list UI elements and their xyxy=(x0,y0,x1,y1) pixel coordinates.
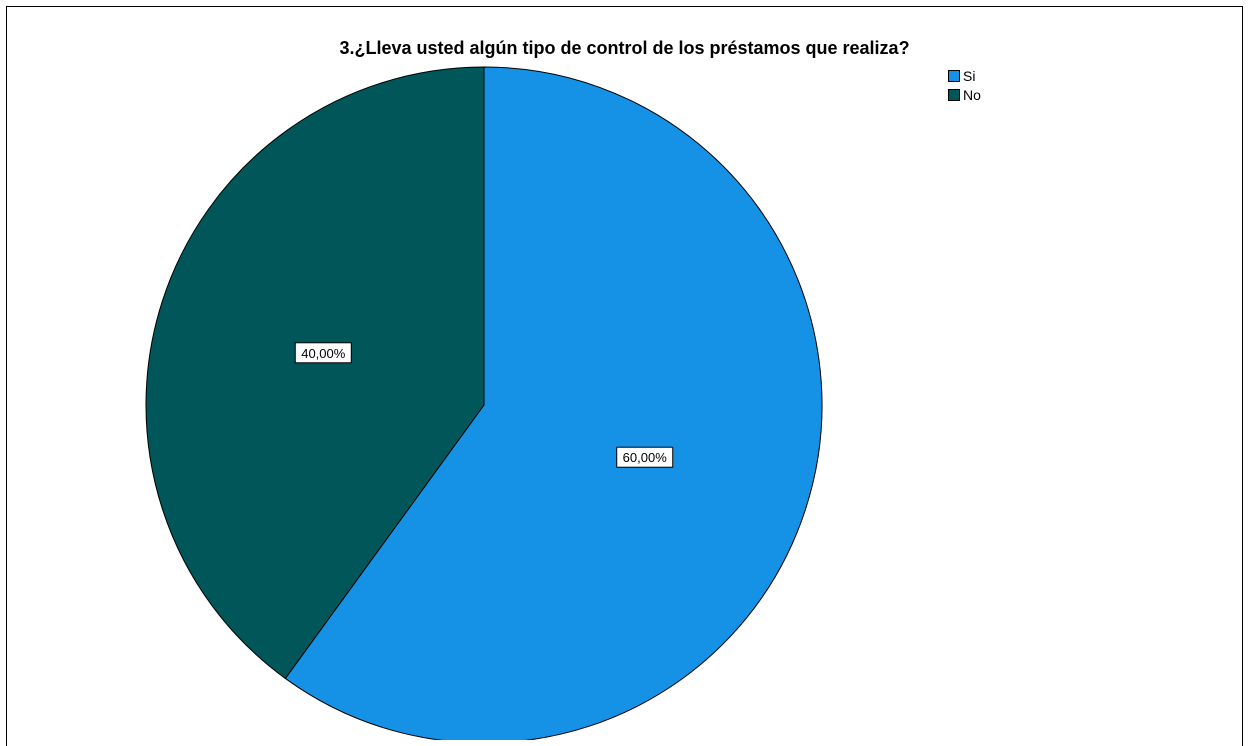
slice-label-si: 60,00% xyxy=(616,446,674,468)
slice-label-no: 40,00% xyxy=(294,342,352,364)
legend-item-no: No xyxy=(948,85,981,104)
legend-swatch-si xyxy=(948,69,960,82)
svg-text:40,00%: 40,00% xyxy=(301,346,346,361)
legend-swatch-no xyxy=(948,88,960,101)
legend-item-si: Si xyxy=(948,66,981,85)
pie-slice-si xyxy=(284,66,823,740)
svg-text:60,00%: 60,00% xyxy=(623,450,668,465)
chart-title: 3.¿Lleva usted algún tipo de control de … xyxy=(339,38,910,58)
chart-legend: Si No xyxy=(948,66,981,104)
legend-label-si: Si xyxy=(963,67,976,84)
pie-slice-no xyxy=(145,66,485,680)
legend-label-no: No xyxy=(963,86,981,103)
